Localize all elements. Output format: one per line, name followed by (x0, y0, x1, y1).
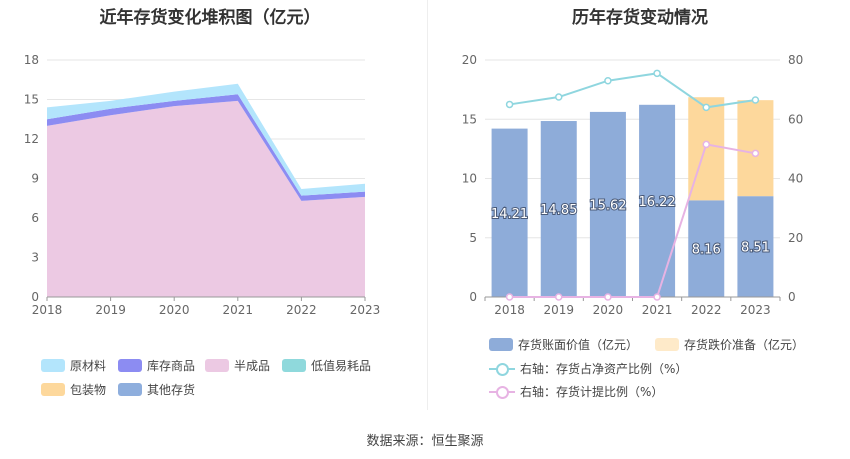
point-ratio_line (505, 100, 514, 109)
left-x-tick-label: 2022 (286, 303, 317, 317)
right-x-tick-label: 2019 (543, 303, 574, 317)
area-other_inventory (47, 83, 365, 190)
left-x-tick-label: 2019 (95, 303, 126, 317)
legend-label: 右轴：存货占净资产比例（%） (520, 362, 688, 376)
line-ratio_line (509, 72, 756, 109)
bar-data-label: 8.16 (692, 243, 721, 258)
point-provision_line (653, 293, 661, 301)
bar-book-value (737, 196, 774, 297)
legend-item-inventory_goods[interactable]: 库存商品 (118, 357, 195, 374)
bar-book-value (491, 128, 528, 297)
left-y-tick-label: 12 (24, 132, 39, 146)
legend-item-packaging[interactable]: 包装物 (41, 381, 106, 398)
legend-swatch (655, 338, 679, 351)
legend-item-semi_finished[interactable]: 半成品 (205, 357, 270, 374)
bar-impairment (737, 100, 774, 197)
legend-item-ratio_line[interactable]: 右轴：存货占净资产比例（%） (489, 360, 687, 377)
legend-swatch (118, 383, 142, 396)
right-y-tick-label: 10 (462, 172, 477, 186)
legend-swatch (41, 359, 65, 372)
point-provision_line (604, 293, 612, 301)
left-y-tick-label: 3 (31, 251, 39, 265)
bar-data-label: 16.22 (638, 195, 675, 210)
right-y2-tick-label: 0 (788, 290, 796, 304)
line-provision_line (509, 143, 756, 298)
legend-item-provision_line[interactable]: 右轴：存货计提比例（%） (489, 383, 663, 400)
right-x-tick-label: 2018 (494, 303, 525, 317)
legend-label: 存货账面价值（亿元） (518, 338, 639, 352)
bar-data-label: 14.85 (540, 203, 577, 218)
right-x-tick-label: 2020 (593, 303, 624, 317)
left-x-tick-label: 2023 (350, 303, 381, 317)
right-y2-tick-label: 80 (788, 53, 803, 67)
bar-book-value (688, 200, 725, 297)
legend-label: 原材料 (70, 359, 107, 373)
legend-label: 包装物 (70, 383, 107, 397)
right-y-tick-label: 0 (469, 290, 477, 304)
legend-item-book_value_bar[interactable]: 存货账面价值（亿元） (489, 336, 638, 353)
bar-data-label: 8.51 (741, 241, 770, 256)
point-ratio_line (604, 76, 612, 85)
bar-book-value (639, 104, 676, 297)
legend-swatch (282, 359, 306, 372)
point-provision_line (751, 149, 760, 158)
right-x-tick-label: 2021 (642, 303, 673, 317)
left-y-tick-label: 18 (24, 53, 39, 67)
right-y2-tick-label: 20 (788, 231, 803, 245)
legend-label: 低值易耗品 (311, 359, 372, 373)
left-x-tick-label: 2020 (159, 303, 190, 317)
legend-item-raw_material[interactable]: 原材料 (41, 357, 106, 374)
point-ratio_line (702, 103, 710, 112)
left-x-tick-label: 2018 (32, 303, 63, 317)
right-y2-tick-label: 40 (788, 172, 803, 186)
left-y-tick-label: 6 (31, 211, 39, 225)
right-x-tick-label: 2023 (740, 303, 771, 317)
data-source-footer: 数据来源：恒生聚源 (366, 434, 484, 449)
bar-data-label: 14.21 (491, 207, 528, 222)
legend-swatch (489, 338, 513, 351)
legend-label: 其他存货 (147, 383, 196, 397)
left-y-tick-label: 15 (24, 93, 39, 107)
left-chart-title: 近年存货变化堆积图（亿元） (99, 8, 321, 28)
area-inventory_goods (47, 94, 365, 201)
legend-item-other_inventory[interactable]: 其他存货 (118, 381, 195, 398)
point-ratio_line (653, 69, 661, 78)
right-y-tick-label: 15 (462, 112, 477, 126)
legend-swatch (118, 359, 142, 372)
area-semi_finished (47, 100, 365, 297)
legend-item-low_value[interactable]: 低值易耗品 (282, 357, 371, 374)
left-x-tick-label: 2021 (223, 303, 254, 317)
right-x-tick-label: 2022 (691, 303, 722, 317)
point-ratio_line (751, 96, 760, 104)
legend-swatch (41, 383, 65, 396)
right-bar-line-chart: 0 5 10 15 20 0 20 40 60 80 14.21 14.85 15.62 16.22 8.1… (462, 53, 804, 317)
legend-label: 半成品 (234, 359, 271, 373)
legend-label: 库存商品 (147, 359, 196, 373)
left-y-tick-label: 0 (31, 290, 39, 304)
legend-label: 存货跌价准备（亿元） (684, 338, 805, 352)
legend-swatch (489, 362, 515, 376)
area-raw_material (47, 83, 365, 196)
bar-book-value (540, 121, 577, 297)
bar-book-value (589, 111, 626, 297)
legend-swatch (205, 359, 229, 372)
point-provision_line (555, 293, 563, 301)
left-stacked-area-chart: 0 3 6 9 12 15 18 2018 2019 2020 2021 2022 2023 (24, 53, 381, 317)
right-chart-title: 历年存货变动情况 (572, 8, 708, 28)
panel-divider (427, 0, 428, 410)
point-provision_line (505, 293, 514, 301)
point-ratio_line (555, 93, 563, 101)
bar-data-label: 15.62 (589, 198, 626, 213)
legend-swatch (489, 385, 515, 399)
right-y-tick-label: 5 (469, 231, 477, 245)
legend-label: 右轴：存货计提比例（%） (520, 385, 664, 399)
legend-item-impairment_bar[interactable]: 存货跌价准备（亿元） (655, 336, 804, 353)
right-y2-tick-label: 60 (788, 112, 803, 126)
right-y-tick-label: 20 (462, 53, 477, 67)
left-y-tick-label: 9 (31, 172, 39, 186)
point-provision_line (702, 140, 710, 149)
